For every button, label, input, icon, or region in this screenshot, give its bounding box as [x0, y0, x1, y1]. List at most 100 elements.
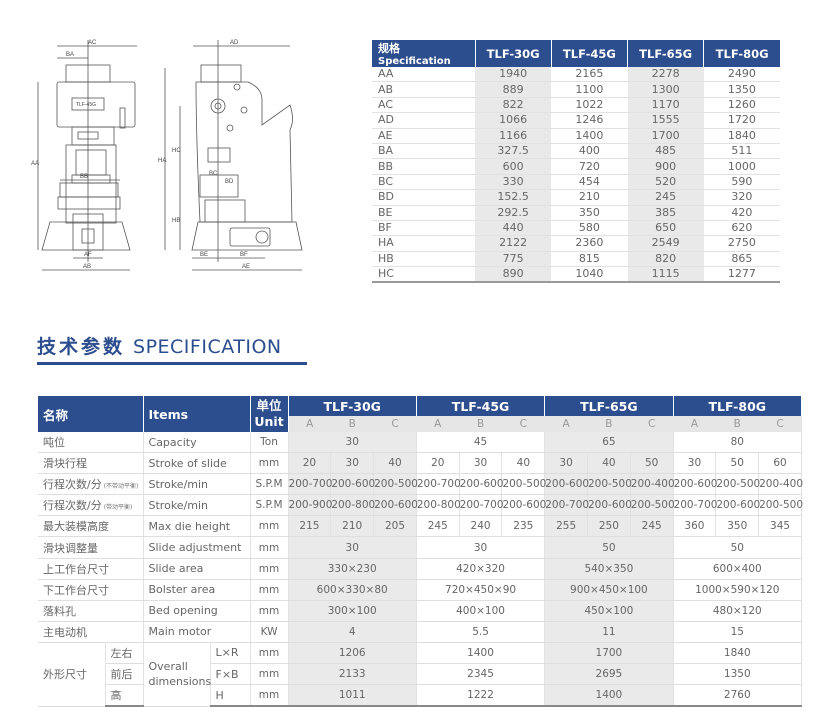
value-cell: 50 [715, 452, 760, 475]
value-cell: 600×400 [673, 558, 803, 580]
spec-row: 滑块调整量 Slide adjustment mm 30 30 50 50 [38, 536, 803, 559]
value-cell: 30 [288, 536, 417, 559]
spec-value: 1840 [703, 128, 780, 144]
spec-value: 1115 [627, 266, 704, 284]
value-cell: 50 [673, 536, 803, 559]
spec-model-header: TLF-45G [550, 40, 628, 67]
spec-value: 400 [551, 143, 628, 160]
dimension-spec-table: 规格 Specification TLF-30G TLF-45G TLF-65G TL… [372, 40, 780, 284]
front-view: AC BA TLF-45G AA BB AF AB [31, 40, 137, 271]
spec-value: 2360 [551, 235, 628, 252]
spec-value: 580 [551, 220, 628, 237]
spec-row-code: HC [372, 266, 475, 284]
value-cell: 420×320 [416, 558, 546, 580]
spec-row-code: BB [372, 158, 475, 175]
value-cell: 200-600 [715, 494, 760, 517]
section-title-en: SPECIFICATION [133, 336, 282, 358]
value-cell: 200-600 [544, 473, 589, 496]
row-name-cn: 上工作台尺寸 [38, 558, 144, 580]
spec-row: AA 1940 2165 2278 2490 [372, 67, 780, 83]
model-header: TLF-45G [416, 396, 546, 416]
spec-model-header: TLF-80G [703, 40, 780, 67]
value-cell: 200-500 [758, 494, 803, 517]
spec-row-code: BC [372, 174, 475, 191]
value-cell: 200-600 [330, 473, 375, 496]
value-cell: 50 [544, 536, 674, 559]
value-cell: 65 [544, 432, 674, 454]
spec-row: AB 889 1100 1300 1350 [372, 81, 780, 98]
value-cell: 80 [673, 432, 803, 454]
row-name-text: 落料孔 [43, 604, 76, 618]
value-cell: 200-400 [758, 473, 803, 496]
value-cell: 1840 [673, 642, 803, 665]
spec-value: 590 [703, 174, 780, 191]
row-name-text: 下工作台尺寸 [43, 583, 109, 597]
row-item-en: Slide area [143, 558, 251, 580]
spec-value: 2165 [551, 67, 628, 83]
spec-row: 最大装模高度 Max die height mm 215 210 205 245 240 235… [38, 515, 802, 538]
row-item-en: Bed opening [143, 600, 251, 622]
spec-row: BA 327.5 400 485 511 [372, 143, 780, 160]
value-cell: 240 [459, 515, 503, 538]
variant-header: B [330, 416, 374, 432]
spec-value: 1700 [627, 128, 704, 144]
row-unit: KW [250, 621, 289, 643]
value-cell: 900×450×100 [544, 579, 674, 601]
model-header: TLF-65G [544, 396, 674, 416]
spec-value: 511 [703, 143, 780, 160]
spec-value: 1022 [551, 97, 628, 114]
value-cell: 200-600 [673, 473, 717, 496]
spec-row: BF 440 580 650 620 [372, 220, 780, 237]
spec-value: 454 [551, 174, 628, 191]
variant-header: C [630, 416, 674, 432]
value-cell: 600×330×80 [288, 579, 417, 601]
spec-row-code: AD [372, 112, 475, 129]
row-name-cn: 滑块调整量 [38, 536, 144, 559]
value-cell: 215 [288, 515, 332, 538]
main-header-row: 名称 Items 单位 Unit TLF-30G TLF-45G TLF-65G TLF… [38, 396, 803, 432]
spec-value: 820 [627, 251, 704, 268]
spec-value: 350 [551, 205, 628, 221]
value-cell: 200-500 [630, 494, 675, 517]
spec-value: 865 [703, 251, 780, 268]
row-name-text: 主电动机 [43, 625, 87, 639]
value-cell: 15 [673, 621, 803, 643]
header-unit: 单位 Unit [250, 396, 289, 432]
spec-value: 330 [475, 174, 552, 191]
spec-value: 1350 [703, 81, 780, 98]
dim-label-hc: HC [172, 148, 181, 154]
value-cell: 330×230 [288, 558, 417, 580]
spec-value: 2278 [627, 67, 704, 83]
value-cell: 200-600 [501, 494, 546, 517]
row-unit: mm [250, 558, 289, 580]
spec-value: 1277 [703, 266, 780, 284]
value-cell: 255 [544, 515, 588, 538]
spec-row: 主电动机 Main motor KW 4 5.5 11 15 [38, 621, 803, 643]
dim-label-ab: AB [83, 264, 91, 270]
spec-value: 1940 [475, 67, 552, 83]
spec-value: 320 [703, 189, 780, 206]
spec-row-code: AA [372, 67, 475, 83]
value-cell: 210 [330, 515, 375, 538]
row-name-cn: 最大装模高度 [38, 515, 144, 538]
variant-header: B [459, 416, 502, 432]
header-name: 名称 [38, 396, 144, 432]
spec-row: 上工作台尺寸 Slide area mm 330×230 420×320 540×350 6… [38, 558, 803, 580]
value-cell: 200-500 [373, 473, 418, 496]
variant-header: C [758, 416, 802, 432]
spec-value: 1300 [627, 81, 704, 98]
dim-label-bc: BC [209, 171, 218, 177]
overall-sub-en: H [210, 684, 251, 708]
spec-row-code: AB [372, 81, 475, 98]
row-name-note: (不带动平衡) [103, 483, 139, 491]
dim-label-hb: HB [172, 218, 180, 224]
variant-header: C [501, 416, 545, 432]
spec-row-code: BE [372, 205, 475, 221]
spec-row: BD 152.5 210 245 320 [372, 189, 780, 206]
overall-sub-cn: 高 [105, 684, 144, 708]
value-cell: 450×100 [544, 600, 674, 622]
value-cell: 2695 [544, 663, 674, 686]
spec-value: 1066 [475, 112, 552, 129]
value-cell: 200-800 [416, 494, 461, 517]
value-cell: 5.5 [416, 621, 546, 643]
